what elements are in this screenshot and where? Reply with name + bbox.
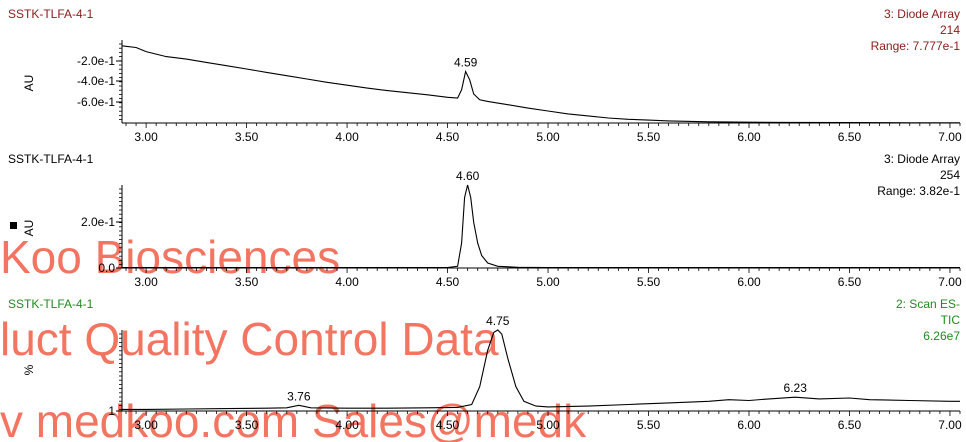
watermark: Koo Biosciences luct Quality Control Dat… (0, 231, 587, 442)
x-tick-label: 5.50 (637, 130, 661, 144)
x-tick-label: 6.50 (838, 130, 862, 144)
x-tick-label: 5.00 (536, 275, 560, 289)
panel-2-header: SSTK-TLFA-4-1 3: Diode Array 254 Range: … (8, 152, 960, 198)
y-axis-label: AU (22, 75, 36, 92)
x-tick-label: 7.00 (938, 418, 962, 432)
panel-3-range: 6.26e7 (923, 329, 960, 343)
panel-2-marker-square (10, 222, 17, 229)
peak-label: 3.76 (287, 389, 311, 403)
x-tick-label: 6.50 (838, 275, 862, 289)
y-tick-label: 0.0 (98, 261, 115, 275)
x-tick-label: 6.00 (737, 275, 761, 289)
x-tick-label: 4.00 (335, 418, 359, 432)
panel-2-channel: 254 (940, 168, 960, 182)
watermark-line-2: luct Quality Control Data (0, 313, 499, 365)
x-tick-label: 3.00 (134, 130, 158, 144)
x-tick-label: 6.00 (737, 130, 761, 144)
x-tick-label: 3.00 (134, 418, 158, 432)
x-tick-label: 5.00 (536, 130, 560, 144)
y-tick-label: 1 (108, 404, 115, 418)
panel-3-detector: 2: Scan ES- (896, 297, 960, 311)
panel-1-plot: 3.00 3.50 4.00 4.50 5.00 5.50 6.00 6.50 7.00 -2.0… (22, 40, 962, 144)
chromatogram-trace (122, 329, 960, 410)
y-tick-label: 2.0e-1 (81, 215, 115, 229)
x-tick-label: 4.00 (335, 275, 359, 289)
x-tick-label: 3.50 (235, 275, 259, 289)
y-tick-label: -4.0e-1 (77, 74, 115, 88)
x-tick-label: 5.00 (536, 418, 560, 432)
panel-3-sample-name: SSTK-TLFA-4-1 (8, 297, 94, 311)
watermark-line-3: v medkoo.com Sales@medk (0, 395, 587, 442)
panel-1-channel: 214 (940, 23, 960, 37)
panel-2-detector: 3: Diode Array (884, 152, 960, 166)
x-tick-label: 7.00 (938, 130, 962, 144)
peak-label: 4.60 (456, 169, 480, 183)
x-tick-label: 4.50 (436, 275, 460, 289)
peak-label: 6.23 (784, 381, 808, 395)
panel-1-sample-name: SSTK-TLFA-4-1 (8, 7, 94, 21)
x-tick-label: 4.50 (436, 418, 460, 432)
x-tick-label: 3.50 (235, 418, 259, 432)
y-axis-label: AU (22, 220, 36, 237)
panel-2-plot: 3.00 3.50 4.00 4.50 5.00 5.50 6.00 6.50 7.00 2.0e… (22, 169, 962, 289)
x-tick-label: 4.00 (335, 130, 359, 144)
x-tick-label: 6.00 (737, 418, 761, 432)
chromatogram-trace (121, 45, 960, 124)
y-axis-label: % (22, 364, 36, 375)
x-tick-label: 7.00 (938, 275, 962, 289)
panel-2-range: Range: 3.82e-1 (877, 184, 960, 198)
x-tick-label: 6.50 (838, 418, 862, 432)
panel-3-plot: 3.00 3.50 4.00 4.50 5.00 5.50 6.00 6.50 7.00 1% 3.… (22, 314, 962, 432)
x-tick-label: 5.50 (637, 418, 661, 432)
y-tick-label: -6.0e-1 (77, 95, 115, 109)
panel-1-detector: 3: Diode Array (884, 7, 960, 21)
panel-1-range: Range: 7.777e-1 (871, 39, 961, 53)
x-tick-label: 3.50 (235, 130, 259, 144)
x-tick-label: 3.00 (134, 275, 158, 289)
chromatogram-trace (122, 184, 960, 269)
watermark-line-1: Koo Biosciences (0, 231, 340, 283)
y-tick-label: -2.0e-1 (77, 54, 115, 68)
panel-1-header: SSTK-TLFA-4-1 3: Diode Array 214 Range: … (8, 7, 960, 53)
peak-label: 4.75 (486, 314, 510, 328)
panel-3-header: SSTK-TLFA-4-1 2: Scan ES- TIC 6.26e7 (8, 297, 960, 343)
panel-3-channel: TIC (941, 313, 961, 327)
x-tick-label: 4.50 (436, 130, 460, 144)
panel-2-sample-name: SSTK-TLFA-4-1 (8, 152, 94, 166)
x-tick-label: 5.50 (637, 275, 661, 289)
peak-label: 4.59 (454, 56, 478, 70)
